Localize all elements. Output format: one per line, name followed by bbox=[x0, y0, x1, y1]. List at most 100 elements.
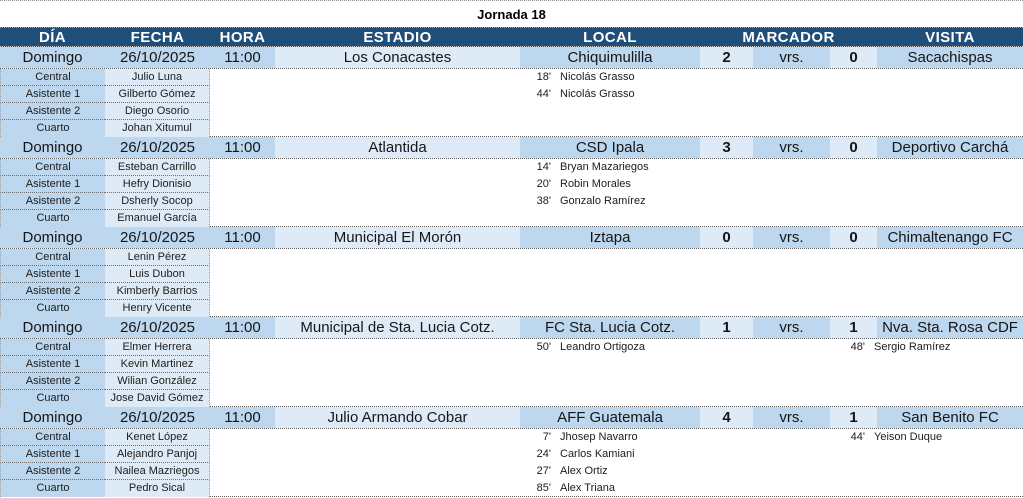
referee-name: Nailea Mazriegos bbox=[105, 463, 210, 480]
goal-line: 50' Leandro Ortigoza bbox=[525, 339, 700, 356]
referee-name: Kimberly Barrios bbox=[105, 283, 210, 300]
goal-line: 14' Bryan Mazariegos bbox=[525, 159, 700, 176]
dia-cell: Domingo bbox=[0, 317, 105, 338]
away-score-cell: 0 bbox=[830, 137, 877, 158]
referee-label: Central bbox=[0, 249, 105, 266]
away-goals-list: 44' Yeison Duque bbox=[830, 429, 1023, 497]
match-detail: Central Elmer Herrera Asistente 1 Kevin Mar… bbox=[0, 339, 1023, 407]
goal-player: Sergio Ramírez bbox=[874, 341, 951, 353]
goal-line: 48' Sergio Ramírez bbox=[839, 339, 1023, 356]
hora-cell: 11:00 bbox=[210, 227, 275, 248]
referee-label: Cuarto bbox=[0, 300, 105, 317]
home-goals-list: 18' Nicolás Grasso 44' Nicolás Grasso bbox=[275, 69, 700, 137]
goal-line: 44' Nicolás Grasso bbox=[525, 86, 700, 103]
goal-line: 24' Carlos Kamiani bbox=[525, 446, 700, 463]
referee-name: Kevin Martinez bbox=[105, 356, 210, 373]
match-block: Domingo 26/10/2025 11:00 Municipal El Morón… bbox=[0, 227, 1023, 317]
fecha-cell: 26/10/2025 bbox=[105, 317, 210, 338]
referee-name: Johan Xitumul bbox=[105, 120, 210, 137]
away-score-cell: 0 bbox=[830, 47, 877, 68]
home-score-cell: 4 bbox=[700, 407, 753, 428]
goal-minute: 48' bbox=[850, 341, 865, 353]
visita-team-cell: Sacachispas bbox=[877, 47, 1023, 68]
home-score-cell: 3 bbox=[700, 137, 753, 158]
away-goals-list: 48' Sergio Ramírez bbox=[830, 339, 1023, 407]
away-score-cell: 1 bbox=[830, 407, 877, 428]
goal-player: Jhosep Navarro bbox=[560, 431, 638, 443]
visita-team-cell: Chimaltenango FC bbox=[877, 227, 1023, 248]
home-score-cell: 2 bbox=[700, 47, 753, 68]
goal-player: Robin Morales bbox=[560, 178, 631, 190]
referee-name: Henry Vicente bbox=[105, 300, 210, 317]
table-header: DÍA FECHA HORA ESTADIO LOCAL MARCADOR VI… bbox=[0, 27, 1023, 47]
goal-line: 18' Nicolás Grasso bbox=[525, 69, 700, 86]
referee-name: Hefry Dionisio bbox=[105, 176, 210, 193]
goal-minute: 20' bbox=[536, 178, 551, 190]
goal-player: Nicolás Grasso bbox=[560, 88, 635, 100]
goal-minute: 7' bbox=[542, 431, 551, 443]
referee-label: Asistente 2 bbox=[0, 463, 105, 480]
home-score-cell: 0 bbox=[700, 227, 753, 248]
referee-label: Cuarto bbox=[0, 120, 105, 137]
local-team-cell: FC Sta. Lucia Cotz. bbox=[520, 317, 700, 338]
goal-minute: 38' bbox=[536, 195, 551, 207]
goal-line: 27' Alex Ortiz bbox=[525, 463, 700, 480]
match-detail: Central Lenin Pérez Asistente 1 Luis Dubon A… bbox=[0, 249, 1023, 317]
vrs-cell: vrs. bbox=[753, 227, 830, 248]
fecha-cell: 26/10/2025 bbox=[105, 407, 210, 428]
goal-line: 85' Alex Triana bbox=[525, 480, 700, 497]
goal-player: Alex Triana bbox=[560, 482, 616, 494]
goal-minute: 44' bbox=[536, 88, 551, 100]
hora-cell: 11:00 bbox=[210, 47, 275, 68]
referee-name: Dsherly Socop bbox=[105, 193, 210, 210]
referee-label: Central bbox=[0, 339, 105, 356]
match-block: Domingo 26/10/2025 11:00 Atlantida CSD Ipala… bbox=[0, 137, 1023, 227]
local-team-cell: Chiquimulilla bbox=[520, 47, 700, 68]
match-blocks: Domingo 26/10/2025 11:00 Los Conacastes Chiq… bbox=[0, 47, 1023, 497]
estadio-cell: Municipal de Sta. Lucia Cotz. bbox=[275, 317, 520, 338]
visita-team-cell: Nva. Sta. Rosa CDF bbox=[877, 317, 1023, 338]
column-header-visita: VISITA bbox=[925, 28, 975, 46]
goal-player: Carlos Kamiani bbox=[560, 448, 635, 460]
referee-label: Cuarto bbox=[0, 480, 105, 497]
goal-player: Nicolás Grasso bbox=[560, 71, 635, 83]
home-goals-list: 50' Leandro Ortigoza bbox=[275, 339, 700, 407]
goal-player: Leandro Ortigoza bbox=[560, 341, 645, 353]
column-header-dia: DÍA bbox=[38, 28, 67, 46]
hora-cell: 11:00 bbox=[210, 407, 275, 428]
vrs-cell: vrs. bbox=[753, 47, 830, 68]
dia-cell: Domingo bbox=[0, 137, 105, 158]
referee-label: Asistente 2 bbox=[0, 193, 105, 210]
column-header-estadio: ESTADIO bbox=[363, 28, 432, 46]
goal-line: 38' Gonzalo Ramírez bbox=[525, 193, 700, 210]
vrs-cell: vrs. bbox=[753, 317, 830, 338]
away-goals-list bbox=[830, 159, 1023, 227]
match-block: Domingo 26/10/2025 11:00 Los Conacastes Chiq… bbox=[0, 47, 1023, 137]
page-title: Jornada 18 bbox=[0, 0, 1023, 27]
goal-line: 20' Robin Morales bbox=[525, 176, 700, 193]
referee-name: Jose David Gómez bbox=[105, 390, 210, 407]
referee-label: Central bbox=[0, 159, 105, 176]
referee-label: Cuarto bbox=[0, 210, 105, 227]
goal-minute: 27' bbox=[536, 465, 551, 477]
referee-name: Esteban Carrillo bbox=[105, 159, 210, 176]
match-detail: Central Julio Luna Asistente 1 Gilberto Góm… bbox=[0, 69, 1023, 137]
home-score-cell: 1 bbox=[700, 317, 753, 338]
hora-cell: 11:00 bbox=[210, 137, 275, 158]
match-row: Domingo 26/10/2025 11:00 Municipal El Morón… bbox=[0, 227, 1023, 249]
referee-name: Alejandro Panjoj bbox=[105, 446, 210, 463]
home-goals-list bbox=[275, 249, 700, 317]
referee-label: Asistente 2 bbox=[0, 373, 105, 390]
match-detail: Central Esteban Carrillo Asistente 1 Hefry … bbox=[0, 159, 1023, 227]
referee-label: Asistente 1 bbox=[0, 356, 105, 373]
goal-player: Yeison Duque bbox=[874, 431, 943, 443]
referee-name: Wilian González bbox=[105, 373, 210, 390]
home-goals-list: 14' Bryan Mazariegos 20' Robin Morales 38' Go… bbox=[275, 159, 700, 227]
column-header-hora: HORA bbox=[219, 28, 266, 46]
referee-name: Diego Osorio bbox=[105, 103, 210, 120]
referee-label: Asistente 2 bbox=[0, 283, 105, 300]
referee-label: Asistente 1 bbox=[0, 176, 105, 193]
referee-name: Julio Luna bbox=[105, 69, 210, 86]
column-header-local: LOCAL bbox=[583, 28, 637, 46]
match-row: Domingo 26/10/2025 11:00 Julio Armando Coba… bbox=[0, 407, 1023, 429]
